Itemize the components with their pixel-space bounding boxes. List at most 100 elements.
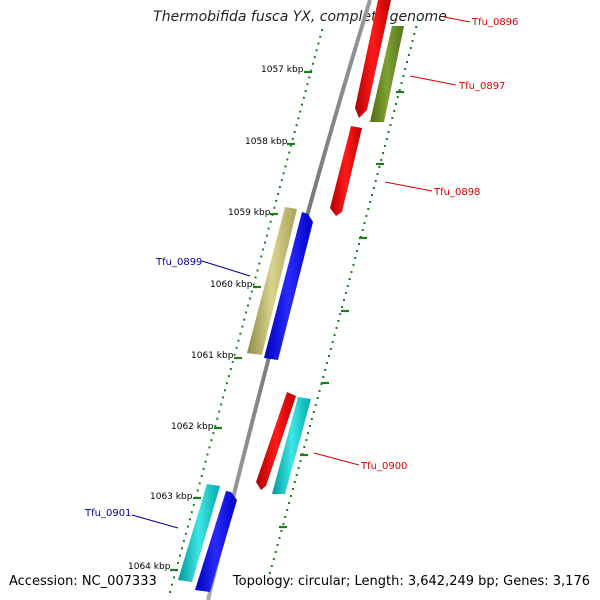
ruler-dot	[295, 124, 298, 127]
ruler-dot	[341, 306, 344, 308]
ruler-dot	[316, 397, 319, 399]
gene-tfu0900[interactable]	[256, 392, 296, 490]
ruler-dot	[398, 89, 401, 91]
ruler-dot	[382, 152, 385, 154]
ruler-dot	[354, 257, 357, 259]
ruler-dot	[331, 341, 334, 343]
ruler-dot	[218, 410, 221, 413]
ruler-dot	[190, 511, 193, 514]
gene-label[interactable]: Tfu_0901	[84, 508, 131, 519]
ruler-dot	[252, 283, 255, 286]
ruler-dot	[245, 311, 248, 314]
ruler-dot	[275, 199, 278, 202]
ruler-dot	[184, 532, 187, 535]
ruler-dot	[280, 530, 283, 532]
ruler-dot	[277, 193, 280, 195]
ruler-dot	[350, 271, 353, 273]
ruler-dot	[310, 418, 313, 420]
ruler-dot	[415, 26, 418, 28]
gene-tfu0897[interactable]	[370, 26, 404, 122]
kbp-label: 1058 kbp	[245, 137, 288, 147]
ruler-dot	[286, 158, 289, 161]
ruler-dot	[312, 62, 314, 65]
ruler-dot	[280, 179, 283, 182]
gene-label[interactable]: Tfu_0896	[471, 17, 518, 28]
ruler-dot	[400, 82, 403, 84]
ruler-dot	[186, 525, 189, 528]
ruler-major-ticks-right	[279, 90, 404, 529]
ruler-dot	[309, 425, 311, 427]
ruler-dot	[181, 547, 183, 550]
ruler-dot	[233, 353, 236, 356]
ruler-dot	[302, 96, 305, 99]
ruler-dot	[315, 49, 318, 52]
gene-label[interactable]: Tfu_0897	[458, 81, 505, 92]
gene-label[interactable]: Tfu_0898	[433, 187, 480, 198]
ruler-dot	[383, 145, 386, 147]
ruler-dot	[299, 460, 302, 462]
ruler-dot	[284, 516, 287, 518]
ruler-dot	[269, 220, 272, 223]
gene-tfu0899b[interactable]	[264, 212, 313, 360]
ruler-dot	[212, 432, 215, 435]
gene-tfu0901[interactable]	[178, 484, 220, 582]
kbp-label: 1061 kbp	[191, 351, 234, 361]
ruler-dot	[173, 576, 175, 579]
gene-tfu0899[interactable]	[247, 207, 297, 355]
ruler-dot	[293, 481, 296, 483]
ruler-dot	[276, 544, 279, 546]
gene-tfu0896[interactable]	[355, 0, 391, 118]
ruler-dot	[374, 180, 377, 182]
ruler-dot	[407, 54, 410, 56]
ruler-dot	[171, 583, 173, 586]
ruler-dot	[393, 110, 396, 112]
ruler-dot	[278, 537, 281, 539]
ruler-dot	[406, 61, 408, 63]
ruler-dot	[229, 368, 232, 370]
ruler-dot	[371, 194, 373, 196]
ruler-dot	[417, 19, 419, 21]
ruler-dot	[227, 375, 230, 378]
ruler-dot	[404, 68, 407, 70]
ruler-dot	[389, 124, 392, 126]
ruler-dot	[274, 551, 277, 553]
ruler-labels: 1057 kbp 1058 kbp 1059 kbp 1060 kbp 1061…	[128, 65, 304, 572]
gene-label[interactable]: Tfu_0899	[155, 257, 202, 268]
ruler-dot	[312, 411, 315, 413]
ruler-dot	[385, 138, 388, 140]
ruler-dot	[198, 482, 201, 485]
ruler-dot	[288, 502, 291, 504]
ruler-dot	[182, 540, 185, 543]
ruler-dot	[272, 558, 275, 560]
ruler-dot	[299, 110, 302, 113]
gene-tfu0900b[interactable]	[272, 397, 311, 494]
ruler-dot	[402, 75, 405, 77]
ruler-dot	[177, 561, 179, 564]
ruler-dot	[268, 572, 271, 574]
ruler-dot	[247, 304, 249, 307]
ruler-dot	[310, 69, 313, 72]
ruler-dot	[243, 318, 246, 321]
ruler-dot	[202, 467, 205, 470]
ruler-dot	[290, 495, 292, 497]
gene-label[interactable]: Tfu_0900	[360, 461, 407, 472]
ruler-dot	[314, 404, 317, 406]
ruler-dot	[318, 390, 321, 392]
ruler-dot	[282, 523, 285, 525]
ruler-dot	[295, 474, 298, 476]
ruler-dot	[337, 320, 340, 322]
ruler-dot	[264, 241, 266, 244]
ruler-dot	[200, 475, 203, 478]
ruler-dot	[303, 446, 306, 448]
ruler-dot	[313, 56, 316, 59]
ruler-dot	[376, 173, 379, 175]
ruler-dot	[297, 117, 300, 120]
map-title: Thermobifida fusca YX, complete genome	[153, 9, 447, 25]
ruler-dot	[346, 285, 349, 287]
gene-tfu0901b[interactable]	[195, 491, 237, 592]
ruler-dot	[290, 144, 292, 147]
gene-tfu0898[interactable]	[330, 126, 362, 216]
ruler-dot	[273, 206, 276, 209]
ruler-dot	[210, 439, 213, 442]
ruler-dot	[395, 103, 397, 105]
